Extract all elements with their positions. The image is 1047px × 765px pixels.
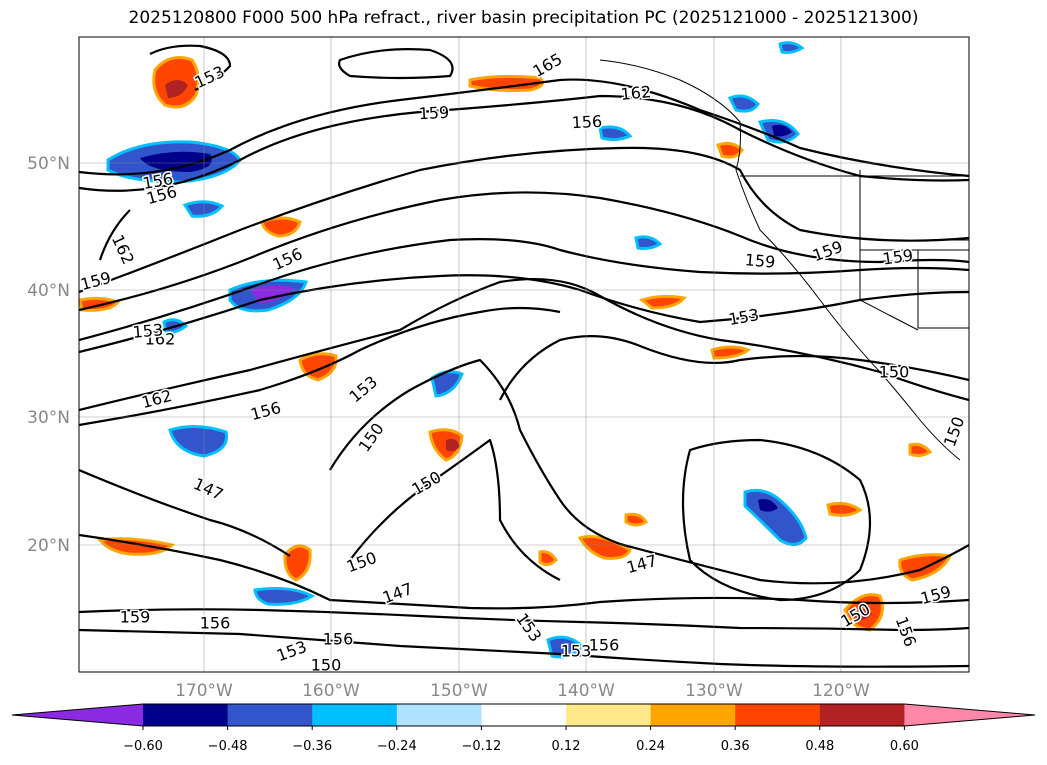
positive-anomaly xyxy=(260,216,302,238)
negative-anomaly xyxy=(727,94,760,113)
contour-line xyxy=(149,44,232,92)
positive-anomaly xyxy=(577,535,632,560)
contour-label: 159 xyxy=(744,250,776,272)
colorbar-segment xyxy=(227,704,313,726)
contour-line xyxy=(79,191,969,312)
colorbar-segment xyxy=(481,704,567,726)
contour-label: 162 xyxy=(145,330,176,349)
negative-anomaly xyxy=(634,235,663,250)
contour-line xyxy=(79,238,969,342)
lat-tick-label: 30°N xyxy=(27,408,70,428)
colorbar-tick-label: 0.24 xyxy=(636,739,665,754)
negative-anomaly xyxy=(253,587,316,606)
map-title: 2025120800 F000 500 hPa refract., river … xyxy=(128,8,919,28)
map-background xyxy=(79,37,969,672)
contour-line xyxy=(79,608,969,632)
contour-label: 153 xyxy=(561,642,592,661)
colorbar-tick-label: −0.12 xyxy=(461,739,501,754)
colorbar-segment xyxy=(650,704,736,726)
contour-line xyxy=(329,358,969,585)
contour-label: 156 xyxy=(249,398,283,424)
longitude-ticks: 170°W 160°W 150°W 140°W 130°W 120°W xyxy=(175,681,870,701)
contour-line xyxy=(79,94,969,192)
colorbar-tick-label: −0.36 xyxy=(292,739,332,754)
contour-line xyxy=(79,306,561,427)
colorbar-segment xyxy=(735,704,821,726)
contour-label: 150 xyxy=(879,363,910,382)
colorbar-tick-label: −0.48 xyxy=(208,739,248,754)
contour-line xyxy=(349,438,561,581)
lon-tick-label: 140°W xyxy=(557,681,615,701)
positive-anomaly xyxy=(283,544,312,582)
colorbar-segment xyxy=(312,704,398,726)
map-frame xyxy=(78,36,970,673)
coastline xyxy=(599,59,969,461)
colorbar: −0.60 −0.48 −0.36 −0.24 −0.12 0.12 0.24 0.36 0.4… xyxy=(11,703,1036,754)
contour-line xyxy=(499,335,969,401)
contour-line xyxy=(79,78,969,178)
positive-anomaly xyxy=(538,550,558,567)
colorbar-tick-label: −0.24 xyxy=(377,739,417,754)
negative-anomaly xyxy=(546,635,585,659)
contour-line xyxy=(79,533,969,610)
colorbar-tick-label: 0.36 xyxy=(721,739,750,754)
colorbar-segment xyxy=(396,704,482,726)
positive-anomaly xyxy=(908,442,933,458)
colorbar-tick-label: 0.60 xyxy=(890,739,919,754)
positive-anomaly xyxy=(97,537,176,556)
colorbar-segment xyxy=(143,704,229,726)
contour-label: 159 xyxy=(418,103,449,124)
contour-line xyxy=(338,48,454,80)
contour-label: 156 xyxy=(571,112,602,133)
latitude-ticks: 50°N 40°N 30°N 20°N xyxy=(27,154,70,556)
negative-anomaly xyxy=(182,200,225,218)
colorbar-extend-min xyxy=(12,704,143,726)
lat-tick-label: 50°N xyxy=(27,154,70,174)
colorbar-tick-label: 0.48 xyxy=(805,739,834,754)
lon-tick-label: 130°W xyxy=(685,681,743,701)
lat-tick-label: 40°N xyxy=(27,281,70,301)
positive-anomaly xyxy=(624,512,649,527)
colorbar-tick-label: −0.60 xyxy=(123,739,163,754)
contour-label: 156 xyxy=(323,630,354,649)
negative-anomaly xyxy=(778,41,805,54)
refractivity-contours xyxy=(79,44,969,668)
contour-label: 162 xyxy=(620,82,652,104)
contour-label: 156 xyxy=(589,636,620,655)
contour-line xyxy=(79,146,969,294)
positive-anomaly xyxy=(716,141,744,159)
contour-line xyxy=(79,628,969,668)
lon-tick-label: 120°W xyxy=(812,681,870,701)
positive-anomaly xyxy=(826,501,863,517)
lon-tick-label: 170°W xyxy=(175,681,233,701)
contour-line xyxy=(79,277,969,412)
contour-label: 156 xyxy=(200,614,231,633)
positive-anomaly xyxy=(638,294,687,310)
colorbar-tick-label: 0.12 xyxy=(552,739,581,754)
contour-label: 153 xyxy=(132,320,164,342)
colorbar-segment xyxy=(819,704,905,726)
graticule xyxy=(79,37,969,672)
precip-anomaly-shading xyxy=(79,41,953,659)
contour-label: 159 xyxy=(120,608,151,627)
colorbar-extend-max xyxy=(904,704,1035,726)
lon-tick-label: 150°W xyxy=(430,681,488,701)
contour-line xyxy=(79,274,969,354)
negative-anomaly xyxy=(598,125,633,142)
contour-line xyxy=(98,209,131,261)
lon-tick-label: 160°W xyxy=(302,681,360,701)
positive-anomaly xyxy=(710,345,752,360)
colorbar-segment xyxy=(566,704,652,726)
negative-anomaly xyxy=(168,425,229,458)
contour-line xyxy=(681,438,872,602)
contour-line xyxy=(79,468,291,557)
lat-tick-label: 20°N xyxy=(27,536,70,556)
contour-label: 150 xyxy=(311,656,342,675)
